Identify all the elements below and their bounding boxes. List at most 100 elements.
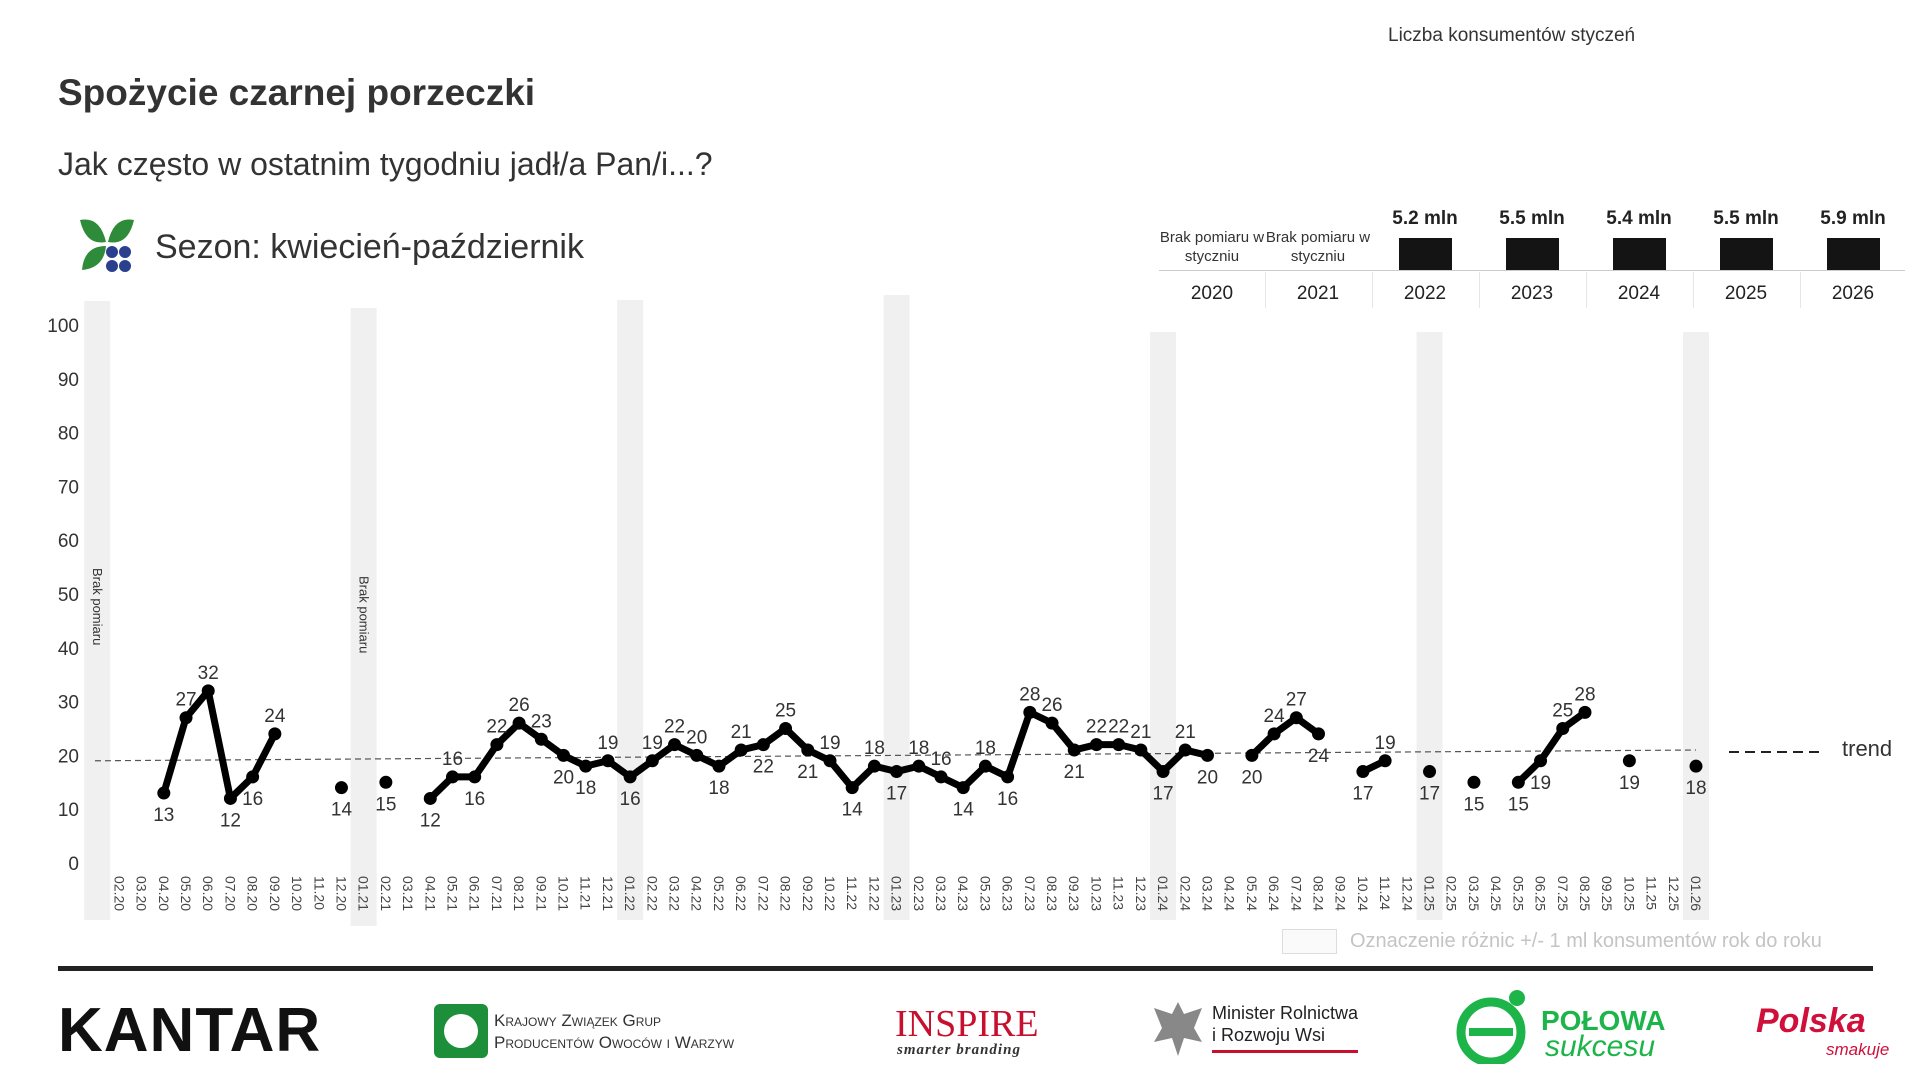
data-point-12.23 [1134, 743, 1148, 757]
data-label-12.21: 19 [597, 733, 618, 754]
x-tick-label: 01.21 [356, 876, 372, 911]
data-point-11.22 [845, 781, 859, 795]
data-point-07.25 [1556, 722, 1570, 735]
series-line-segment [160, 687, 279, 802]
column-separator [1586, 272, 1587, 308]
x-tick-label: 11.22 [844, 876, 860, 910]
x-tick-label: 06.23 [1000, 876, 1016, 911]
x-tick-label: 03.24 [1199, 876, 1215, 911]
highlight-band-01.20 [84, 301, 111, 920]
data-label-10.22: 19 [819, 733, 840, 754]
data-point-09.23 [1067, 743, 1081, 757]
data-label-05.23: 18 [975, 738, 996, 759]
x-tick-label: 07.23 [1022, 876, 1038, 911]
x-tick-label: 03.25 [1466, 876, 1482, 911]
x-tick-label: 03.22 [667, 876, 683, 911]
data-point-12.20 [334, 781, 348, 795]
x-tick-label: 07.24 [1288, 876, 1304, 911]
x-tick-label: 03.20 [134, 876, 150, 911]
consumer-count-value: 5.4 mln [1606, 208, 1672, 229]
data-label-08.24: 24 [1308, 746, 1330, 767]
data-point-05.22 [712, 759, 726, 773]
data-point-06.20 [201, 684, 215, 698]
x-tick-label: 04.23 [955, 876, 971, 911]
x-tick-label: 06.24 [1266, 876, 1282, 911]
no-measure-note: Brak pomiaru w styczniu [1159, 229, 1265, 265]
data-point-07.23 [1023, 705, 1037, 719]
data-point-10.21 [557, 748, 571, 762]
data-label-09.22: 21 [797, 762, 818, 783]
x-tick-label: 05.21 [444, 876, 460, 911]
data-label-05.24: 20 [1241, 767, 1262, 788]
data-point-08.24 [1312, 727, 1326, 741]
x-tick-label: 09.22 [800, 876, 816, 911]
data-label-08.20: 16 [242, 789, 263, 810]
data-label-11.21: 18 [575, 778, 596, 799]
x-tick-label: 08.23 [1044, 876, 1060, 911]
data-label-07.23: 28 [1019, 684, 1040, 705]
x-tick-label: 10.23 [1088, 876, 1104, 911]
data-label-02.21: 15 [375, 794, 396, 815]
kzgp-logo: Krajowy Związek Grup Producentów Owoców i… [494, 1010, 734, 1054]
consumer-count-bar [1613, 238, 1666, 270]
data-label-03.22: 22 [664, 717, 685, 738]
data-label-10.25: 19 [1619, 773, 1640, 794]
x-tick-label: 05.23 [977, 876, 993, 911]
data-point-06.22 [734, 743, 748, 757]
data-point-07.22 [756, 738, 770, 752]
x-tick-label: 04.21 [422, 876, 438, 911]
data-point-01.26 [1689, 759, 1703, 773]
data-point-03.23 [934, 770, 948, 784]
x-tick-label: 10.24 [1355, 876, 1371, 911]
data-point-09.20 [268, 727, 282, 741]
data-label-05.25: 15 [1508, 794, 1529, 815]
difference-legend-text: Oznaczenie różnic +/- 1 ml konsumentów r… [1350, 930, 1822, 952]
y-tick-label: 10 [58, 800, 79, 821]
x-tick-label: 02.25 [1444, 876, 1460, 911]
year-label: 2021 [1296, 283, 1340, 304]
data-label-06.25: 19 [1530, 773, 1551, 794]
x-tick-label: 08.20 [245, 876, 261, 911]
data-label-07.25: 25 [1552, 701, 1573, 722]
x-tick-label: 01.25 [1422, 876, 1438, 911]
data-label-11.24: 19 [1375, 733, 1396, 754]
data-point-11.21 [579, 759, 593, 773]
data-point-10.23 [1089, 738, 1103, 752]
data-point-03.25 [1467, 775, 1481, 789]
data-point-06.25 [1534, 754, 1548, 768]
data-label-10.24: 17 [1352, 784, 1373, 805]
x-tick-label: 12.22 [866, 876, 882, 911]
y-tick-label: 70 [58, 477, 79, 498]
page-subtitle: Jak często w ostatnim tygodniu jadł/a Pa… [58, 146, 713, 182]
x-tick-label: 12.21 [600, 876, 616, 911]
year-label: 2022 [1403, 283, 1447, 304]
data-point-08.23 [1045, 716, 1059, 730]
y-tick-label: 40 [58, 639, 79, 660]
x-tick-label: 10.21 [556, 876, 572, 911]
x-tick-label: 09.21 [533, 876, 549, 911]
consumers-baseline [1159, 270, 1905, 271]
data-point-10.24 [1356, 765, 1370, 779]
kzgp-logo-icon [434, 1004, 488, 1058]
data-point-06.24 [1267, 727, 1281, 741]
data-label-11.23: 22 [1108, 717, 1129, 738]
consumer-count-bar [1720, 238, 1773, 270]
data-label-05.20: 27 [175, 690, 196, 711]
x-tick-label: 06.21 [467, 876, 483, 911]
y-tick-label: 90 [58, 370, 79, 391]
x-tick-label: 01.22 [622, 876, 638, 911]
year-label: 2026 [1831, 283, 1875, 304]
data-label-12.23: 21 [1130, 722, 1151, 743]
data-label-01.23: 17 [886, 784, 907, 805]
polska-logo: Polska [1756, 1002, 1866, 1040]
series-line-segment [1248, 714, 1323, 759]
polish-eagle-icon [1154, 1002, 1202, 1056]
x-tick-label: 09.20 [267, 876, 283, 911]
data-point-09.22 [801, 743, 815, 757]
data-point-03.22 [668, 738, 682, 752]
x-tick-label: 07.25 [1555, 876, 1571, 911]
data-point-03.24 [1200, 748, 1214, 762]
consumers-caption: Liczba konsumentów styczeń [1388, 25, 1636, 46]
x-tick-label: 11.21 [578, 876, 594, 910]
data-point-08.20 [246, 770, 260, 784]
